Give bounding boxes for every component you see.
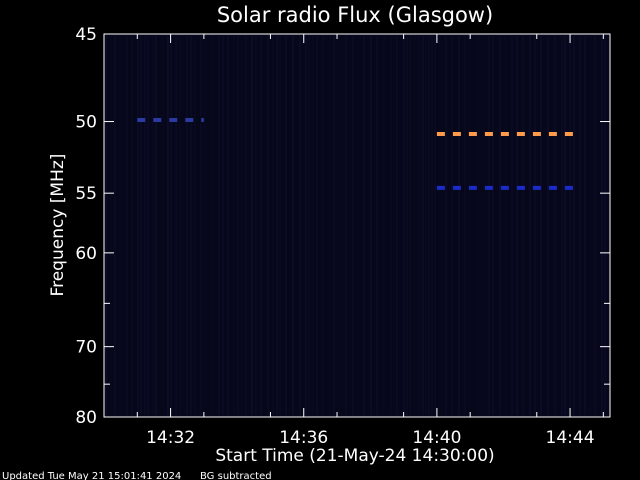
spectrogram-features [137, 117, 577, 190]
y-tick-label: 45 [75, 25, 97, 45]
x-tick-label: 14:44 [546, 428, 595, 448]
y-tick-label: 50 [75, 113, 97, 133]
x-tick-label: 14:40 [412, 428, 461, 448]
x-tick-label: 14:32 [146, 428, 195, 448]
bg-subtracted-note: BG subtracted [200, 471, 272, 480]
spectrogram-area [104, 34, 610, 417]
plot-frame [103, 33, 611, 418]
x-axis-label: Start Time (21-May-24 14:30:00) [215, 446, 494, 466]
y-tick-label: 80 [75, 408, 97, 428]
y-axis: 45 50 55 60 70 80 [75, 25, 610, 428]
x-axis: 14:32 14:36 14:40 14:44 [136, 34, 604, 448]
y-tick-label: 70 [75, 338, 97, 358]
spectrogram-stripes [105, 36, 606, 415]
y-tick-label: 55 [75, 184, 97, 204]
chart-title: Solar radio Flux (Glasgow) [217, 3, 493, 27]
x-tick-label: 14:36 [279, 428, 328, 448]
y-axis-label: Frequency [MHz] [48, 154, 68, 297]
updated-timestamp: Updated Tue May 21 15:01:41 2024 [2, 471, 181, 480]
y-tick-label: 60 [75, 244, 97, 264]
